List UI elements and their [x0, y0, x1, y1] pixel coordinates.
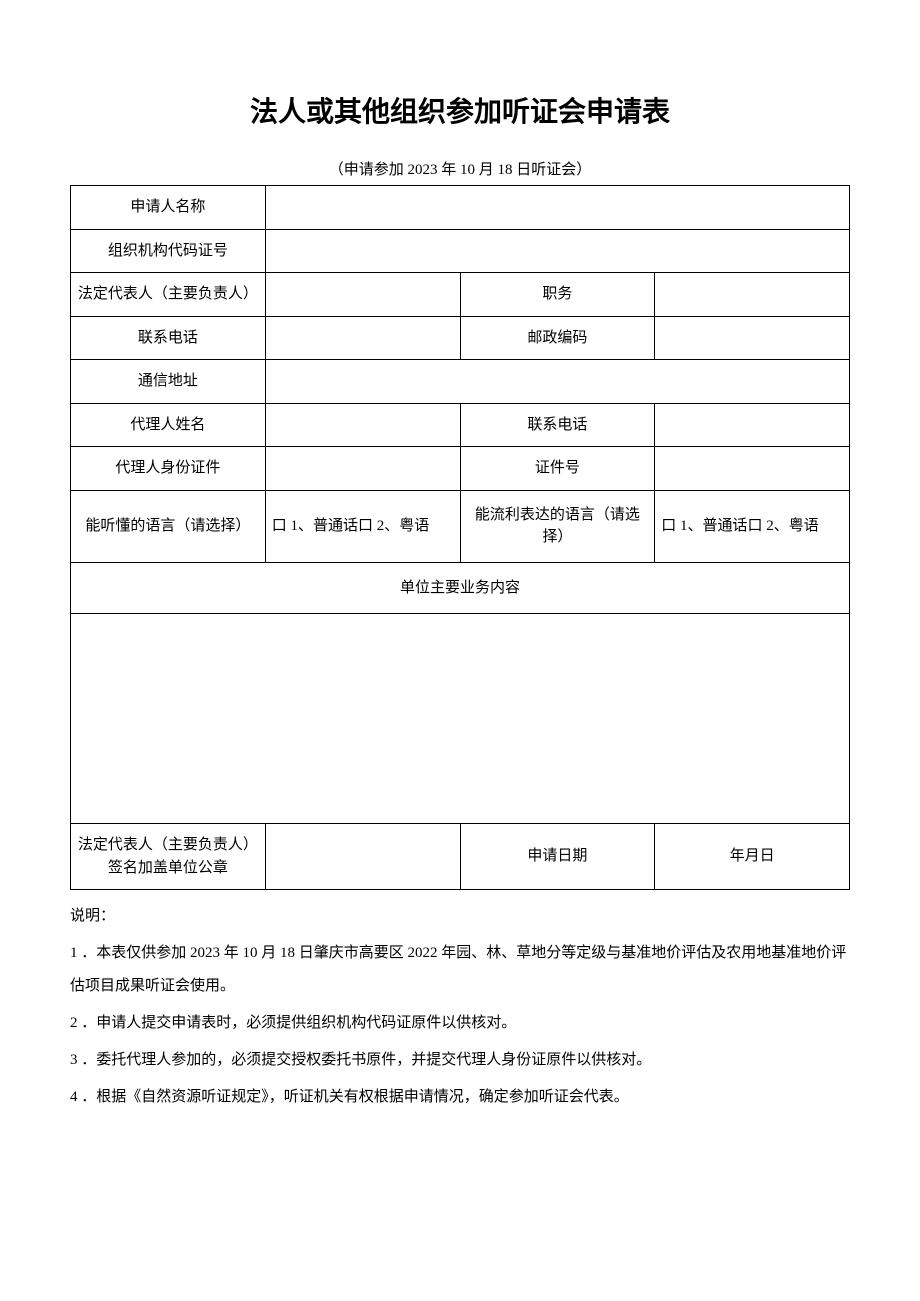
notes-section: 说明： 1 ．本表仅供参加 2023 年 10 月 18 日肇庆市高要区 202…	[70, 900, 850, 1114]
label-lang-understand: 能听懂的语言（请选择）	[71, 490, 266, 562]
notes-item: 1 ．本表仅供参加 2023 年 10 月 18 日肇庆市高要区 2022 年园…	[70, 937, 850, 1003]
label-business-content: 单位主要业务内容	[71, 562, 850, 614]
value-lang-speak: 口 1、普通话口 2、粤语	[655, 490, 850, 562]
value-legal-rep	[265, 273, 460, 317]
label-lang-speak: 能流利表达的语言（请选择）	[460, 490, 655, 562]
table-row	[71, 614, 850, 824]
notes-item: 2 ．申请人提交申请表时，必须提供组织机构代码证原件以供核对。	[70, 1007, 850, 1040]
value-agent-id-no	[655, 447, 850, 491]
value-applicant-name	[265, 186, 849, 230]
label-apply-date: 申请日期	[460, 824, 655, 890]
value-signature	[265, 824, 460, 890]
label-legal-rep: 法定代表人（主要负责人）	[71, 273, 266, 317]
form-subtitle: （申请参加 2023 年 10 月 18 日听证会）	[70, 158, 850, 179]
table-row: 联系电话 邮政编码	[71, 316, 850, 360]
value-business-content	[71, 614, 850, 824]
table-row: 代理人姓名 联系电话	[71, 403, 850, 447]
label-agent-name: 代理人姓名	[71, 403, 266, 447]
label-phone: 联系电话	[71, 316, 266, 360]
value-phone	[265, 316, 460, 360]
value-apply-date: 年月日	[655, 824, 850, 890]
label-postal: 邮政编码	[460, 316, 655, 360]
value-agent-name	[265, 403, 460, 447]
table-row: 通信地址	[71, 360, 850, 404]
label-agent-id-no: 证件号	[460, 447, 655, 491]
table-row: 单位主要业务内容	[71, 562, 850, 614]
label-position: 职务	[460, 273, 655, 317]
label-applicant-name: 申请人名称	[71, 186, 266, 230]
value-org-code	[265, 229, 849, 273]
table-row: 代理人身份证件 证件号	[71, 447, 850, 491]
label-agent-id-type: 代理人身份证件	[71, 447, 266, 491]
value-address	[265, 360, 849, 404]
table-row: 能听懂的语言（请选择） 口 1、普通话口 2、粤语 能流利表达的语言（请选择） …	[71, 490, 850, 562]
value-agent-phone	[655, 403, 850, 447]
label-signature: 法定代表人（主要负责人）签名加盖单位公章	[71, 824, 266, 890]
label-agent-phone: 联系电话	[460, 403, 655, 447]
notes-header: 说明：	[70, 900, 850, 933]
notes-item: 3 ．委托代理人参加的，必须提交授权委托书原件，并提交代理人身份证原件以供核对。	[70, 1044, 850, 1077]
value-position	[655, 273, 850, 317]
form-title: 法人或其他组织参加听证会申请表	[70, 90, 850, 130]
table-row: 申请人名称	[71, 186, 850, 230]
value-lang-understand: 口 1、普通话口 2、粤语	[265, 490, 460, 562]
label-org-code: 组织机构代码证号	[71, 229, 266, 273]
notes-item: 4 ．根据《自然资源听证规定》，听证机关有权根据申请情况，确定参加听证会代表。	[70, 1081, 850, 1114]
label-address: 通信地址	[71, 360, 266, 404]
application-form-table: 申请人名称 组织机构代码证号 法定代表人（主要负责人） 职务 联系电话 邮政编码…	[70, 185, 850, 890]
table-row: 组织机构代码证号	[71, 229, 850, 273]
table-row: 法定代表人（主要负责人）签名加盖单位公章 申请日期 年月日	[71, 824, 850, 890]
value-agent-id-type	[265, 447, 460, 491]
value-postal	[655, 316, 850, 360]
table-row: 法定代表人（主要负责人） 职务	[71, 273, 850, 317]
